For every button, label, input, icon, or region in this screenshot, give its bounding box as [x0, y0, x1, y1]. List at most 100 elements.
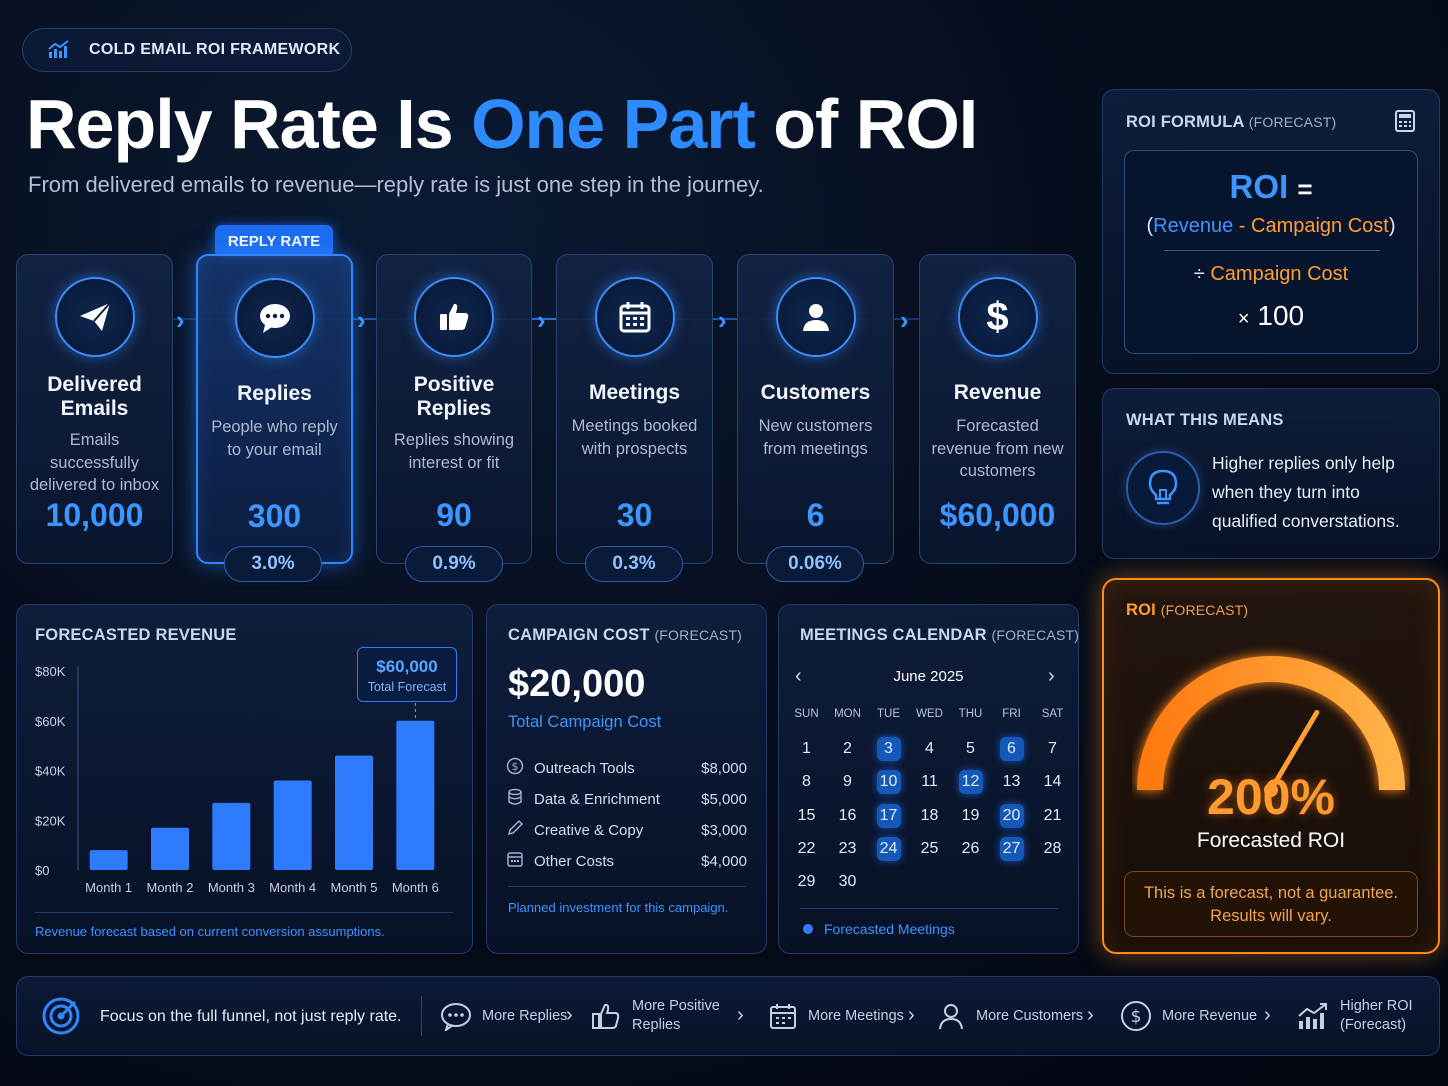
chevron-right-icon: ›	[737, 1004, 744, 1026]
stage-percent: 3.0%	[224, 546, 322, 582]
cost-total-label: Total Campaign Cost	[508, 713, 662, 731]
stage-name: Delivered Emails	[47, 373, 142, 420]
chevron-right-icon: ›	[1087, 1004, 1094, 1026]
calendar-day[interactable]: 27	[1002, 839, 1021, 857]
calendar-day[interactable]: 21	[1043, 806, 1062, 824]
stage-desc: Meetings booked with prospects	[571, 417, 698, 458]
stage-desc: Emails successfully delivered to inbox	[29, 431, 160, 494]
meeting-highlight	[958, 770, 983, 795]
stage-positive-replies: Positive Replies Replies showing interes…	[376, 254, 532, 564]
chat-bubble-icon	[441, 1003, 471, 1031]
calendar-day[interactable]: 20	[1002, 806, 1021, 824]
framework-badge: COLD EMAIL ROI FRAMEWORK	[22, 28, 352, 72]
calendar-day[interactable]: 7	[1048, 740, 1057, 757]
formula-revenue: Revenue	[1153, 215, 1234, 237]
footer-step-label: More Replies	[482, 1008, 568, 1024]
footer-step-label: More Positive Replies	[632, 998, 720, 1033]
chat-bubble-icon	[234, 278, 315, 358]
cost-item-amount: $5,000	[701, 790, 747, 808]
calendar-day[interactable]: 5	[966, 740, 975, 757]
calendar-day[interactable]: 6	[1007, 740, 1016, 757]
calendar-day[interactable]: 22	[797, 839, 816, 857]
stage-name: Replies	[237, 382, 312, 405]
chart-callout: $60,000 Total Forecast	[357, 647, 457, 702]
calendar-dow: FRI	[1002, 708, 1021, 720]
meeting-highlight	[999, 803, 1024, 828]
meeting-highlight	[876, 770, 901, 795]
calendar-title-text: MEETINGS CALENDAR	[800, 626, 987, 644]
calendar-day[interactable]: 25	[920, 839, 939, 857]
growth-chart-icon	[1298, 1003, 1327, 1029]
calendar-day[interactable]: 30	[838, 873, 857, 891]
x-tick-label: Month 3	[208, 880, 255, 895]
calendar-month: June 2025	[893, 668, 964, 685]
cost-item: $ Outreach Tools $8,000	[506, 756, 747, 780]
calendar-day[interactable]: 26	[961, 839, 980, 857]
stage-name: Customers	[760, 381, 871, 404]
cost-title-suffix: (FORECAST)	[654, 627, 742, 643]
calendar-day[interactable]: 2	[843, 740, 852, 757]
paren-close: )	[1388, 215, 1396, 237]
x-tick-label: Month 5	[331, 880, 378, 895]
roi-title-text: ROI	[1126, 601, 1156, 619]
formula-times: ×	[1237, 308, 1250, 330]
growth-chart-icon	[48, 40, 69, 58]
calendar-day[interactable]: 12	[961, 773, 980, 791]
meaning-text: Higher replies only help when they turn …	[1212, 453, 1400, 531]
calendar-day[interactable]: 8	[802, 773, 811, 791]
prev-month-button[interactable]: ‹	[795, 665, 802, 687]
stage-percent: 0.9%	[405, 546, 503, 582]
chevron-right-icon: ›	[176, 305, 185, 335]
calendar-day[interactable]: 17	[879, 806, 898, 824]
thumbs-up-icon	[414, 277, 494, 357]
calendar-day[interactable]: 24	[879, 839, 898, 857]
calendar-day[interactable]: 23	[838, 839, 857, 857]
footer-step-label: More Meetings	[808, 1008, 904, 1024]
cost-item-amount: $3,000	[701, 821, 747, 839]
next-month-button[interactable]: ›	[1048, 665, 1055, 687]
cost-item: Creative & Copy $3,000	[506, 818, 747, 842]
y-tick-label: $20K	[35, 813, 66, 828]
stage-revenue: $ Revenue Forecasted revenue from new cu…	[919, 254, 1076, 564]
reply-rate-tag: REPLY RATE	[215, 225, 333, 258]
cost-footnote: Planned investment for this campaign.	[508, 900, 729, 915]
stage-value: 30	[616, 497, 653, 533]
gauge-needle	[1268, 710, 1320, 793]
footer-step-meetings: More Meetings	[768, 976, 904, 1056]
calendar-day[interactable]: 29	[797, 873, 816, 891]
calendar-day[interactable]: 19	[961, 806, 980, 824]
paren-open: (	[1146, 215, 1154, 237]
calendar-day[interactable]: 4	[925, 740, 934, 757]
footer-step-revenue: $ More Revenue	[1120, 976, 1257, 1056]
calendar-day[interactable]: 13	[1002, 773, 1021, 791]
cost-title-text: CAMPAIGN COST	[508, 626, 650, 644]
bar	[212, 802, 251, 870]
x-tick-label: Month 1	[85, 880, 132, 895]
stage-name: Positive Replies	[413, 373, 495, 420]
campaign-cost-panel	[486, 604, 767, 954]
roi-title: ROI (FORECAST)	[1126, 601, 1248, 620]
calendar-day[interactable]: 28	[1043, 839, 1062, 857]
calendar-day[interactable]: 3	[884, 740, 893, 757]
cost-item-label: Other Costs	[534, 852, 615, 870]
bar	[335, 755, 373, 870]
chart-divider	[35, 912, 453, 913]
calendar-day[interactable]: 16	[838, 806, 857, 824]
stage-value: $60,000	[939, 497, 1056, 533]
formula-minus: -	[1238, 215, 1246, 237]
calendar-icon	[594, 277, 675, 357]
calendar-day[interactable]: 9	[843, 773, 852, 791]
calendar-day[interactable]: 11	[921, 773, 938, 791]
calendar-day[interactable]: 14	[1043, 773, 1062, 791]
chevron-right-icon: ›	[566, 1004, 573, 1026]
thumbs-up-icon	[592, 1003, 620, 1029]
calendar-day[interactable]: 10	[879, 773, 898, 791]
calendar-day[interactable]: 15	[797, 806, 816, 824]
calendar-day[interactable]: 18	[920, 806, 939, 824]
calendar-dow: THU	[958, 708, 983, 720]
calendar-icon	[770, 1004, 796, 1029]
chevron-right-icon: ›	[900, 305, 909, 335]
calendar-day[interactable]: 1	[802, 740, 811, 757]
dollar-icon: $	[957, 277, 1038, 357]
roi-disclaimer: This is a forecast, not a guarantee. Resu…	[1124, 871, 1418, 937]
